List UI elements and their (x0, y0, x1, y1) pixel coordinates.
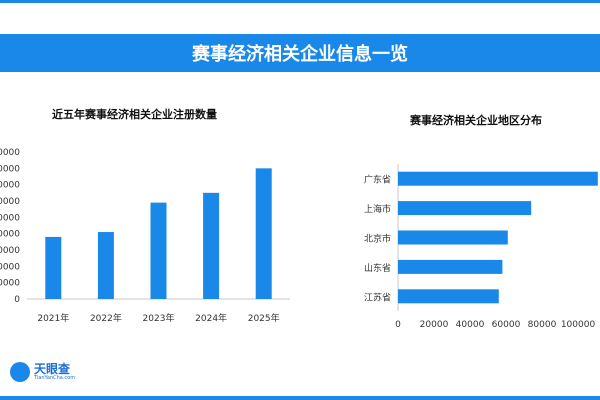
left-y-tick-label: 0000 (0, 164, 20, 174)
left-y-tick-label: 0000 (0, 246, 20, 256)
left-x-tick-label: 2025年 (248, 312, 280, 324)
right-y-tick-label: 广东省 (364, 174, 391, 186)
logo-icon (10, 362, 30, 382)
left-y-tick-label: 0000 (0, 213, 20, 223)
right-x-tick-label: 20000 (420, 320, 449, 330)
right-y-tick-label: 上海市 (364, 203, 391, 215)
right-y-tick-label: 江苏省 (364, 291, 391, 303)
right-bar-5 (398, 289, 499, 304)
tianyancha-logo: 天眼查 TianYanCha.com (10, 362, 75, 382)
page-title-banner: 赛事经济相关企业信息一览 (0, 34, 600, 72)
right-bar-4 (398, 259, 503, 274)
left-y-tick-label: 0000 (0, 197, 20, 207)
right-y-tick-label: 北京市 (364, 233, 391, 245)
right-bar-1 (398, 171, 598, 186)
left-bar-2 (97, 232, 114, 299)
left-y-tick-label: 0000 (0, 148, 20, 158)
right-x-tick-label: 60000 (492, 320, 521, 330)
logo-sub: TianYanCha.com (34, 375, 76, 381)
right-x-tick-label: 0 (395, 320, 401, 330)
right-x-tick-label: 40000 (456, 320, 485, 330)
right-x-tick-label: 100000 (561, 320, 596, 330)
left-y-tick-label: 0000 (0, 262, 20, 272)
left-x-tick-label: 2021年 (37, 312, 69, 324)
bottom-accent-line (0, 396, 600, 400)
left-x-tick-label: 2024年 (195, 312, 227, 324)
left-x-tick-label: 2022年 (90, 312, 122, 324)
left-bar-1 (45, 236, 62, 299)
right-x-tick-label: 80000 (528, 320, 557, 330)
left-bar-5 (255, 168, 272, 299)
left-chart-title: 近五年赛事经济相关企业注册数量 (52, 108, 217, 121)
top-accent-line (0, 0, 600, 3)
right-bar-2 (398, 201, 532, 216)
left-y-tick-label: 0000 (0, 230, 20, 240)
right-y-tick-label: 山东省 (364, 262, 391, 274)
left-bar-4 (203, 192, 220, 299)
left-y-tick-label: 0 (14, 295, 20, 305)
page-title: 赛事经济相关企业信息一览 (192, 44, 408, 65)
left-y-tick-label: 0000 (0, 279, 20, 289)
left-y-tick-label: 0000 (0, 181, 20, 191)
right-chart-title: 赛事经济相关企业地区分布 (410, 114, 542, 127)
logo-name: 天眼查 (34, 362, 71, 376)
left-x-tick-label: 2023年 (143, 312, 175, 324)
right-bar-3 (398, 230, 508, 245)
left-bar-3 (150, 202, 167, 299)
